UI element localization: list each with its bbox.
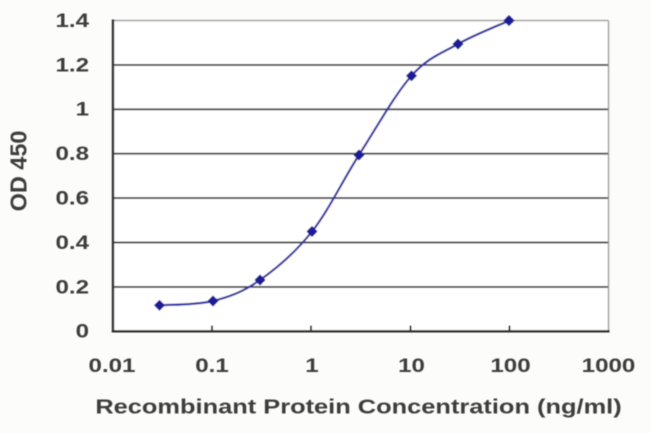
svg-text:1: 1 <box>305 355 318 377</box>
svg-text:OD 450: OD 450 <box>6 131 32 212</box>
svg-text:Recombinant Protein Concentrat: Recombinant Protein Concentration (ng/ml… <box>95 395 621 418</box>
svg-text:100: 100 <box>490 355 530 377</box>
svg-text:1000: 1000 <box>582 355 636 377</box>
svg-text:0.01: 0.01 <box>89 355 136 377</box>
svg-text:1: 1 <box>76 98 89 120</box>
svg-text:0.6: 0.6 <box>55 187 89 209</box>
svg-text:10: 10 <box>398 355 425 377</box>
svg-text:0.4: 0.4 <box>55 231 89 253</box>
svg-text:0.8: 0.8 <box>55 143 89 165</box>
svg-text:0.2: 0.2 <box>55 276 89 298</box>
svg-text:0.1: 0.1 <box>195 355 229 377</box>
svg-text:0: 0 <box>76 320 89 342</box>
svg-text:1.2: 1.2 <box>55 54 89 76</box>
svg-text:1.4: 1.4 <box>55 10 89 32</box>
